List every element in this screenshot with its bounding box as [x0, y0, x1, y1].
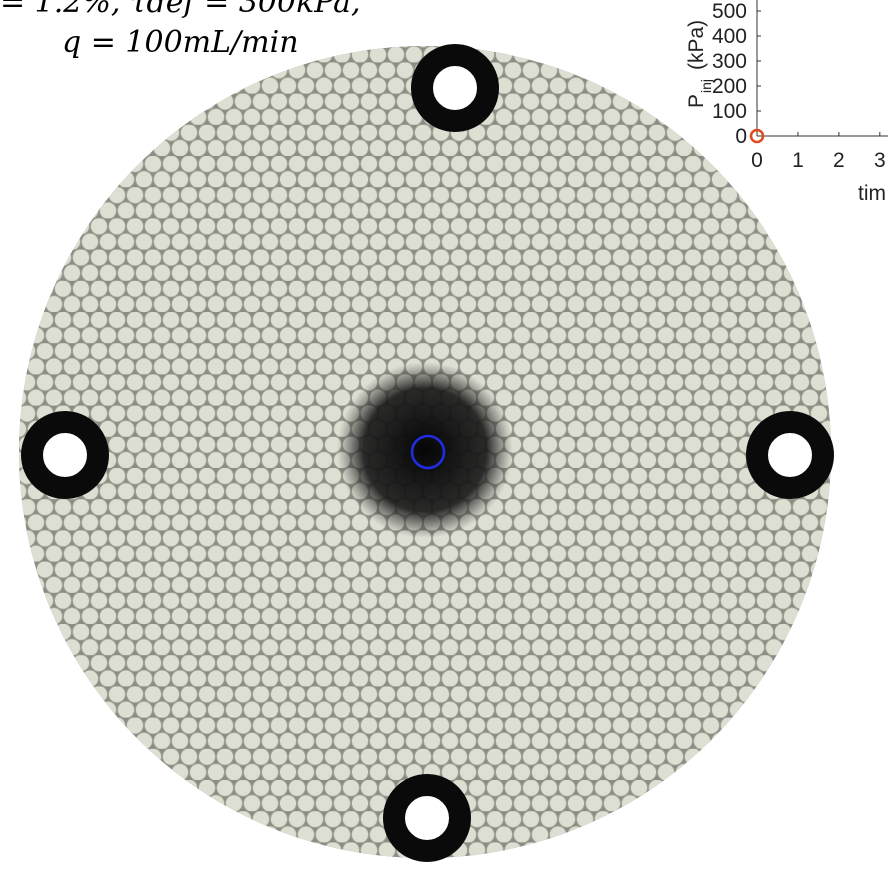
- x-tick-label: 3: [874, 149, 886, 172]
- x-tick-label: 2: [833, 149, 845, 172]
- y-label-sub: inj: [698, 79, 714, 93]
- x-axis-label: tim: [858, 182, 886, 205]
- y-tick-label: 300: [712, 50, 747, 73]
- injection-port: [410, 434, 446, 470]
- y-tick-label: 200: [712, 75, 747, 98]
- cavity: [337, 362, 513, 538]
- caption-line1: = 1.2%, τdef = 300kPa,: [0, 0, 361, 20]
- data-point: [749, 128, 765, 144]
- y-tick-label: 500: [712, 0, 747, 23]
- x-tick-label: 0: [751, 149, 763, 172]
- plot-background: [757, 0, 888, 136]
- y-label-unit: (kPa): [685, 20, 708, 70]
- x-tick-label: 1: [792, 149, 804, 172]
- y-tick-label: 0: [735, 125, 747, 148]
- y-tick-label: 100: [712, 100, 747, 123]
- mounting-rings: [21, 44, 834, 862]
- caption-line2: q = 100mL/min: [62, 25, 299, 60]
- y-label-main: P: [685, 94, 708, 108]
- y-tick-label: 400: [712, 25, 747, 48]
